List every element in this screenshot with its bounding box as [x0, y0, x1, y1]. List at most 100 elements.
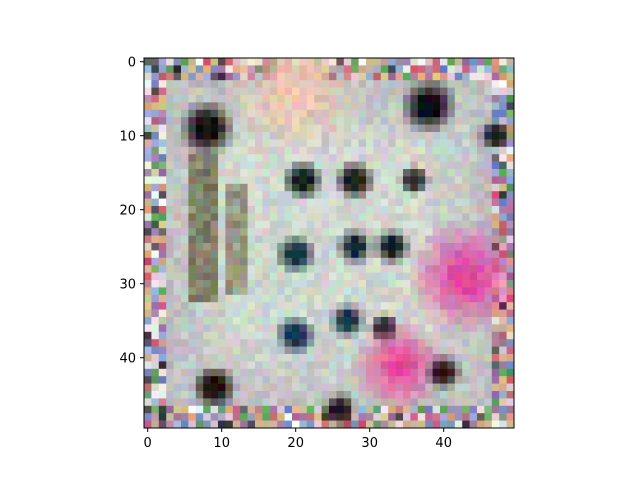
heatmap-cell: [403, 198, 411, 207]
heatmap-cell: [225, 191, 234, 199]
heatmap-cell: [484, 132, 493, 140]
heatmap-cell: [373, 139, 382, 148]
heatmap-cell: [410, 309, 419, 318]
heatmap-cell: [410, 250, 419, 259]
heatmap-cell: [432, 257, 441, 266]
heatmap-cell: [269, 95, 278, 103]
heatmap-cell: [218, 220, 226, 229]
heatmap-cell: [314, 272, 322, 281]
heatmap-cell: [306, 154, 315, 162]
heatmap-cell: [447, 87, 456, 96]
heatmap-cell: [262, 354, 271, 362]
heatmap-cell: [255, 198, 263, 207]
heatmap-cell: [425, 309, 433, 318]
heatmap-cell: [366, 339, 374, 347]
heatmap-cell: [410, 265, 419, 273]
heatmap-cell: [432, 183, 441, 192]
heatmap-cell: [203, 317, 211, 325]
heatmap-cell: [173, 309, 182, 318]
heatmap-cell: [306, 376, 315, 384]
heatmap-cell: [306, 354, 315, 362]
heatmap-cell: [314, 257, 322, 266]
heatmap-cell: [388, 294, 396, 303]
heatmap-cell: [499, 191, 507, 199]
heatmap-cell: [151, 391, 160, 399]
heatmap-cell: [358, 102, 367, 111]
heatmap-cell: [218, 109, 226, 118]
heatmap-cell: [269, 220, 278, 229]
heatmap-cell: [477, 287, 485, 296]
heatmap-cell: [366, 72, 374, 81]
heatmap-cell: [203, 161, 211, 170]
heatmap-cell: [262, 220, 271, 229]
heatmap-cell: [247, 413, 256, 421]
heatmap-cell: [277, 58, 285, 66]
heatmap-cell: [314, 317, 322, 325]
heatmap-cell: [292, 272, 300, 281]
heatmap-cell: [225, 354, 234, 362]
heatmap-cell: [195, 317, 204, 325]
heatmap-cell: [499, 72, 507, 81]
heatmap-cell: [210, 420, 219, 429]
heatmap-cell: [158, 391, 167, 399]
heatmap-cell: [373, 317, 382, 325]
heatmap-cell: [417, 287, 426, 296]
heatmap-cell: [203, 169, 211, 177]
heatmap-cell: [218, 206, 226, 214]
heatmap-cell: [203, 80, 211, 88]
heatmap-cell: [166, 339, 174, 347]
heatmap-cell: [425, 354, 433, 362]
heatmap-cell: [410, 398, 419, 407]
heatmap-cell: [232, 176, 241, 185]
heatmap-cell: [277, 405, 285, 414]
heatmap-cell: [173, 317, 182, 325]
heatmap-cell: [269, 309, 278, 318]
heatmap-cell: [195, 58, 204, 66]
heatmap-cell: [432, 102, 441, 111]
heatmap-cell: [173, 280, 182, 288]
heatmap-cell: [255, 243, 263, 251]
heatmap-cell: [462, 398, 470, 407]
heatmap-cell: [366, 95, 374, 103]
heatmap-cell: [144, 146, 152, 155]
heatmap-cell: [491, 102, 500, 111]
heatmap-cell: [240, 294, 248, 303]
heatmap-cell: [447, 354, 456, 362]
heatmap-cell: [158, 124, 167, 133]
heatmap-cell: [314, 413, 322, 421]
heatmap-cell: [247, 206, 256, 214]
heatmap-cell: [173, 265, 182, 273]
heatmap-cell: [284, 139, 293, 148]
heatmap-cell: [329, 117, 337, 125]
heatmap-cell: [506, 65, 515, 74]
heatmap-cell: [417, 109, 426, 118]
heatmap-cell: [447, 80, 456, 88]
heatmap-cell: [462, 331, 470, 340]
heatmap-cell: [380, 198, 389, 207]
heatmap-cell: [484, 206, 493, 214]
heatmap-cell: [395, 420, 404, 429]
heatmap-cell: [484, 176, 493, 185]
heatmap-cell: [388, 287, 396, 296]
heatmap-cell: [210, 220, 219, 229]
heatmap-cell: [181, 331, 189, 340]
heatmap-cell: [299, 198, 308, 207]
heatmap-cell: [203, 265, 211, 273]
heatmap-cell: [225, 257, 234, 266]
heatmap-cell: [358, 183, 367, 192]
heatmap-cell: [469, 87, 478, 96]
heatmap-cell: [306, 309, 315, 318]
heatmap-cell: [306, 324, 315, 333]
heatmap-cell: [269, 132, 278, 140]
heatmap-cell: [403, 228, 411, 236]
heatmap-cell: [225, 243, 234, 251]
heatmap-cell: [277, 65, 285, 74]
heatmap-cell: [395, 228, 404, 236]
heatmap-cell: [366, 317, 374, 325]
heatmap-cell: [173, 169, 182, 177]
heatmap-cell: [329, 191, 337, 199]
heatmap-cell: [469, 309, 478, 318]
heatmap-cell: [247, 376, 256, 384]
heatmap-cell: [358, 132, 367, 140]
heatmap-cell: [447, 368, 456, 377]
